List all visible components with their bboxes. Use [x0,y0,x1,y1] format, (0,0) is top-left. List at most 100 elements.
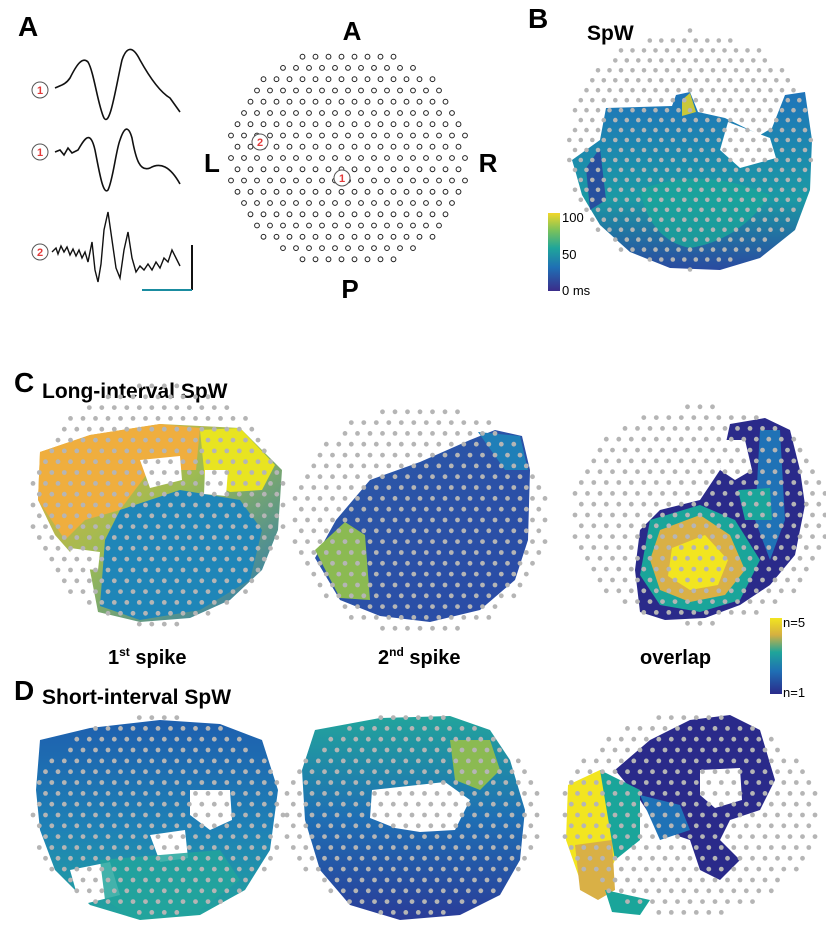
electrode-dot [397,834,402,839]
electrode-dot [143,502,148,508]
electrode-dot [286,76,293,83]
electrode-dot [380,604,385,609]
electrode-dot [268,459,273,465]
electrode-dot [490,845,496,850]
electrode-dot [440,910,446,915]
electrode-dot [641,436,647,442]
electrode-dot [741,566,747,572]
electrode-dot [249,780,255,785]
electrode-dot [111,535,117,540]
electrode-dot [174,448,180,454]
electrode-dot [449,200,455,206]
orientation-left: L [204,148,220,178]
electrode-dot [260,188,267,195]
electrode-dot [653,107,658,113]
electrode-dot [403,845,409,850]
electrode-dot [666,523,672,529]
electrode-dot [442,211,449,218]
electrode-dot [768,888,774,894]
electrode-dot [678,415,684,420]
electrode-dot [130,459,136,465]
electrode-dot [417,582,423,588]
electrode-dot [791,107,796,113]
electrode-dot [775,877,780,883]
orientation-right: R [479,148,498,178]
electrode-dot [392,625,398,631]
electrode-dot [697,447,703,453]
electrode-dot [492,496,498,501]
electrode-dot [664,107,670,113]
electrode-dot [442,452,448,458]
electrode-dot [436,528,442,534]
electrode-dot [136,600,142,605]
electrode-dot [118,524,123,529]
electrode-dot [124,780,130,785]
electrode-dot [193,524,198,529]
electrode-dot [613,197,618,203]
electrode-dot [610,512,615,518]
electrode-dot [787,791,793,796]
electrode-dot [595,187,601,193]
electrode-dot [428,823,434,829]
electrode-dot [111,758,117,764]
electrode-dot [453,823,459,829]
electrode-dot [706,866,712,872]
electrode-dot [218,877,223,883]
electrode-dot [397,200,403,206]
electrode-dot [473,571,479,577]
electrode-dot [751,177,756,183]
electrode-dot [693,715,699,720]
electrode-dot [168,610,173,616]
electrode-dot [218,769,223,775]
electrode-dot [618,845,624,850]
electrode-dot [461,506,467,512]
electrode-dot [687,167,693,173]
electrode-dot [364,166,371,173]
electrode-dot [722,247,727,252]
electrode-dot [678,436,684,442]
electrode-dot [628,588,634,594]
electrode-dot [155,769,161,775]
electrode-dot [280,155,286,161]
electrode-dot [650,834,655,839]
electrode-dot [465,758,471,764]
electrode-dot [305,560,310,566]
electrode-dot [779,147,785,153]
electrode-dot [722,187,727,193]
electrode-dot [211,470,217,475]
electrode-dot [384,812,390,818]
electrode-dot [180,545,186,551]
electrode-dot [365,888,371,894]
electrode-dot [647,237,653,242]
electrode-dot [581,801,587,807]
electrode-dot [55,524,61,529]
electrode-dot [647,197,653,203]
electrode-dot [737,726,743,731]
electrode-dot [372,877,377,883]
electrode-dot [751,197,756,203]
electrode-dot [286,233,293,240]
electrode-dot [542,496,548,501]
electrode-dot [405,474,410,480]
electrode-dot [762,157,768,163]
electrode-dot [416,143,423,150]
electrode-dot [99,845,105,850]
electrode-dot [672,577,678,583]
electrode-dot [791,187,796,193]
electrode-dot [372,855,377,861]
electrode-dot [687,247,693,252]
electrode-dot [480,431,485,436]
electrode-dot [254,200,260,206]
electrode-dot [534,834,540,839]
electrode-dot [785,137,791,143]
electrode-dot [756,127,762,133]
electrode-dot [255,545,261,551]
electrode-dot [61,535,67,540]
electrode-dot [618,227,624,232]
electrode-dot [668,866,674,872]
electrode-dot [728,480,734,485]
electrode-dot [355,560,360,566]
electrode-dot [403,866,409,872]
electrode-dot [74,556,80,562]
electrode-dot [722,534,728,539]
